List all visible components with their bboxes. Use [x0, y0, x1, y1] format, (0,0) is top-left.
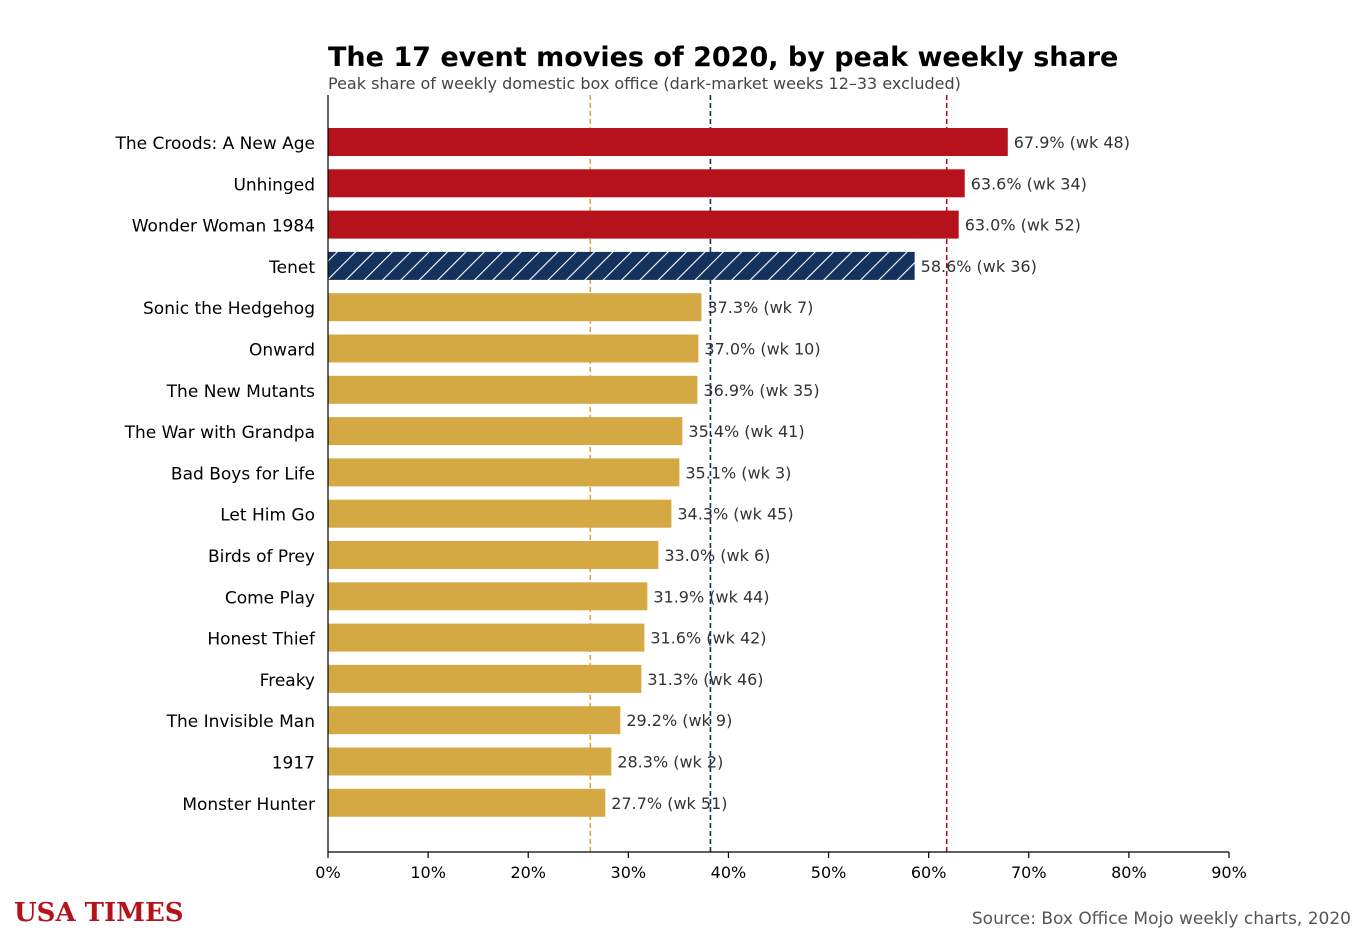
- axes: 0% 10% 20% 30% 40% 50% 60% 70% 80% 90%: [315, 95, 1247, 882]
- value-label-11: 33.0% (wk 6): [664, 546, 770, 565]
- category-label-10: Let Him Go: [220, 506, 315, 526]
- bar-3: [328, 210, 959, 239]
- bar-4: [328, 251, 915, 280]
- x-tick-label-2: 10%: [410, 863, 446, 882]
- value-label-12: 31.9% (wk 44): [653, 587, 769, 606]
- category-label-9: Bad Boys for Life: [171, 464, 315, 484]
- x-tick-label-4: 30%: [611, 863, 647, 882]
- x-tick-label-3: 20%: [510, 863, 546, 882]
- category-label-1: The Croods: A New Age: [115, 134, 315, 154]
- bar-11: [328, 541, 659, 569]
- x-tick-label-9: 80%: [1111, 863, 1147, 882]
- category-label-17: Monster Hunter: [182, 795, 315, 815]
- value-label-9: 35.1% (wk 3): [685, 463, 791, 482]
- category-label-4: Tenet: [268, 258, 315, 278]
- bars: [328, 128, 1008, 817]
- bar-6: [328, 334, 699, 363]
- category-label-13: Honest Thief: [207, 630, 316, 650]
- category-label-7: The New Mutants: [166, 382, 315, 402]
- source-note: Source: Box Office Mojo weekly charts, 2…: [971, 909, 1351, 929]
- bar-17: [328, 788, 606, 817]
- value-label-14: 31.3% (wk 46): [647, 670, 763, 689]
- value-label-7: 36.9% (wk 35): [703, 381, 819, 400]
- value-label-3: 63.0% (wk 52): [965, 216, 1081, 235]
- brand-logo: USA TIMES: [14, 898, 184, 928]
- x-tick-label-1: 0%: [315, 863, 340, 882]
- category-label-12: Come Play: [225, 588, 315, 608]
- value-label-4: 58.6% (wk 36): [921, 257, 1037, 276]
- x-tick-label-5: 40%: [711, 863, 747, 882]
- category-label-6: Onward: [249, 341, 315, 361]
- x-tick-label-6: 50%: [811, 863, 847, 882]
- value-label-5: 37.3% (wk 7): [707, 298, 813, 317]
- bar-9: [328, 458, 680, 487]
- value-labels: 67.9% (wk 48) 63.6% (wk 34) 63.0% (wk 52) 5…: [611, 133, 1130, 813]
- category-label-16: 1917: [272, 754, 315, 774]
- category-labels: The Croods: A New Age Unhinged Wonder Woma…: [115, 134, 316, 815]
- value-label-15: 29.2% (wk 9): [626, 711, 732, 730]
- category-label-2: Unhinged: [233, 175, 315, 195]
- x-tick-label-7: 60%: [911, 863, 947, 882]
- value-label-10: 34.3% (wk 45): [677, 505, 793, 524]
- category-label-11: Birds of Prey: [208, 547, 315, 567]
- bar-7: [328, 375, 698, 404]
- bar-13: [328, 623, 645, 652]
- x-tick-label-8: 70%: [1011, 863, 1047, 882]
- bar-16: [328, 747, 612, 776]
- bar-10: [328, 499, 672, 528]
- category-label-5: Sonic the Hedgehog: [143, 299, 315, 319]
- x-tick-label-10: 90%: [1211, 863, 1247, 882]
- value-label-8: 35.4% (wk 41): [688, 422, 804, 441]
- bar-12: [328, 582, 648, 611]
- value-label-13: 31.6% (wk 42): [650, 629, 766, 648]
- value-label-17: 27.7% (wk 51): [611, 794, 727, 813]
- bar-1: [328, 128, 1008, 156]
- bar-2: [328, 169, 965, 198]
- category-label-3: Wonder Woman 1984: [132, 217, 315, 237]
- bar-14: [328, 664, 642, 693]
- category-label-15: The Invisible Man: [166, 712, 315, 732]
- bar-8: [328, 417, 683, 446]
- bar-5: [328, 293, 702, 322]
- bar-15: [328, 706, 621, 735]
- value-label-16: 28.3% (wk 2): [617, 753, 723, 772]
- chart-subtitle: Peak share of weekly domestic box office…: [328, 74, 961, 93]
- category-label-8: The War with Grandpa: [124, 423, 315, 443]
- value-label-6: 37.0% (wk 10): [704, 340, 820, 359]
- chart-title: The 17 event movies of 2020, by peak wee…: [328, 42, 1119, 73]
- category-label-14: Freaky: [260, 671, 315, 691]
- value-label-1: 67.9% (wk 48): [1014, 133, 1130, 152]
- value-label-2: 63.6% (wk 34): [971, 174, 1087, 193]
